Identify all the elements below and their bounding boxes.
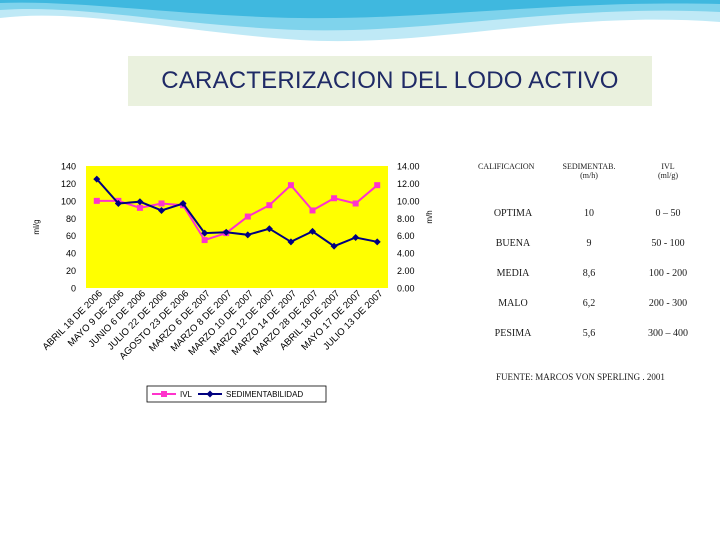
cell-sedimentab: 5,6 xyxy=(582,327,596,339)
legend-box xyxy=(146,385,327,403)
cell-calificacion: MALO xyxy=(498,297,528,309)
cell-ivl: 300 – 400 xyxy=(648,327,688,339)
data-point xyxy=(244,231,252,239)
y-left-tick-label: 20 xyxy=(66,266,76,276)
header-sedimentab: SEDIMENTAB. (m/h) xyxy=(562,162,616,180)
plot-area xyxy=(86,166,388,288)
classification-table: CALIFICACION SEDIMENTAB. (m/h) IVL (ml/g… xyxy=(472,160,712,348)
data-point xyxy=(244,213,251,220)
legend-label: IVL xyxy=(180,390,193,399)
table-row: OPTIMA 10 0 – 50 xyxy=(472,198,712,228)
y-left-tick-label: 120 xyxy=(61,179,76,189)
y-left-axis-label: ml/g xyxy=(32,219,41,234)
data-point xyxy=(158,200,165,207)
title-box: CARACTERIZACION DEL LODO ACTIVO xyxy=(128,56,652,106)
slide-title: CARACTERIZACION DEL LODO ACTIVO xyxy=(161,67,619,94)
table-row: PESIMA 5,6 300 – 400 xyxy=(472,318,712,348)
data-point xyxy=(179,199,187,207)
y-right-tick-label: 4.00 xyxy=(397,249,415,259)
data-point xyxy=(158,206,165,214)
data-point xyxy=(352,233,360,241)
y-right-tick-label: 14.00 xyxy=(397,162,420,172)
cell-ivl: 200 - 300 xyxy=(648,297,688,309)
data-point xyxy=(266,202,273,209)
cell-calificacion: OPTIMA xyxy=(493,207,533,219)
data-point xyxy=(136,204,143,211)
data-point xyxy=(287,182,294,189)
y-right-axis-label: m/h xyxy=(425,210,434,223)
series-line-sedimentabilidad xyxy=(96,178,378,248)
cell-sedimentab: 9 xyxy=(586,237,592,249)
y-right-tick-label: 6.00 xyxy=(397,231,415,241)
cell-ivl: 50 - 100 xyxy=(651,237,685,249)
data-point xyxy=(201,237,208,244)
data-point xyxy=(309,207,316,214)
y-left-tick-label: 0 xyxy=(71,284,76,294)
data-point xyxy=(287,238,295,246)
data-point xyxy=(222,228,230,236)
y-right-tick-label: 8.00 xyxy=(397,214,415,224)
source-note: FUENTE: MARCOS VON SPERLING . 2001 xyxy=(496,372,665,382)
table-row: BUENA 9 50 - 100 xyxy=(472,228,712,258)
legend-marker xyxy=(161,391,167,397)
data-point xyxy=(352,200,359,207)
data-point xyxy=(114,199,122,207)
y-left-tick-label: 40 xyxy=(66,249,76,259)
cell-calificacion: BUENA xyxy=(495,237,531,249)
y-left-tick-label: 60 xyxy=(66,231,76,241)
cell-calificacion: PESIMA xyxy=(494,327,532,339)
table-header-row: CALIFICACION SEDIMENTAB. (m/h) IVL (ml/g… xyxy=(472,160,712,198)
cell-calificacion: MEDIA xyxy=(496,267,530,279)
decorative-wave xyxy=(0,0,720,42)
data-point xyxy=(93,175,101,183)
legend-marker xyxy=(206,390,214,398)
table-row: MALO 6,2 200 - 300 xyxy=(472,288,712,318)
series-line-ivl xyxy=(96,183,378,242)
y-left-tick-label: 140 xyxy=(61,162,76,172)
data-point xyxy=(373,238,381,246)
legend-label: SEDIMENTABILIDAD xyxy=(226,390,303,399)
y-right-tick-label: 10.00 xyxy=(397,196,420,206)
cell-ivl: 100 - 200 xyxy=(648,267,688,279)
y-right-tick-label: 12.00 xyxy=(397,179,420,189)
y-right-tick-label: 0.00 xyxy=(397,284,415,294)
cell-sedimentab: 8,6 xyxy=(582,267,596,279)
header-calificacion: CALIFICACION xyxy=(478,162,535,171)
data-point xyxy=(330,242,338,250)
y-left-tick-label: 100 xyxy=(61,196,76,206)
cell-sedimentab: 6,2 xyxy=(582,297,596,309)
line-chart: 0 20 40 60 80 100 120 140 0.00 2.00 4.00 6.00 8.00 10… xyxy=(32,162,434,403)
cell-ivl: 0 – 50 xyxy=(655,207,681,219)
data-point xyxy=(136,198,144,206)
data-point xyxy=(265,225,273,233)
data-point xyxy=(374,182,381,189)
data-point xyxy=(93,197,100,204)
table-row: MEDIA 8,6 100 - 200 xyxy=(472,258,712,288)
data-point xyxy=(201,229,209,237)
header-ivl: IVL (ml/g) xyxy=(658,162,678,180)
data-point xyxy=(331,195,338,202)
data-point xyxy=(309,227,316,235)
y-right-tick-label: 2.00 xyxy=(397,266,415,276)
cell-sedimentab: 10 xyxy=(584,207,594,219)
y-left-tick-label: 80 xyxy=(66,214,76,224)
